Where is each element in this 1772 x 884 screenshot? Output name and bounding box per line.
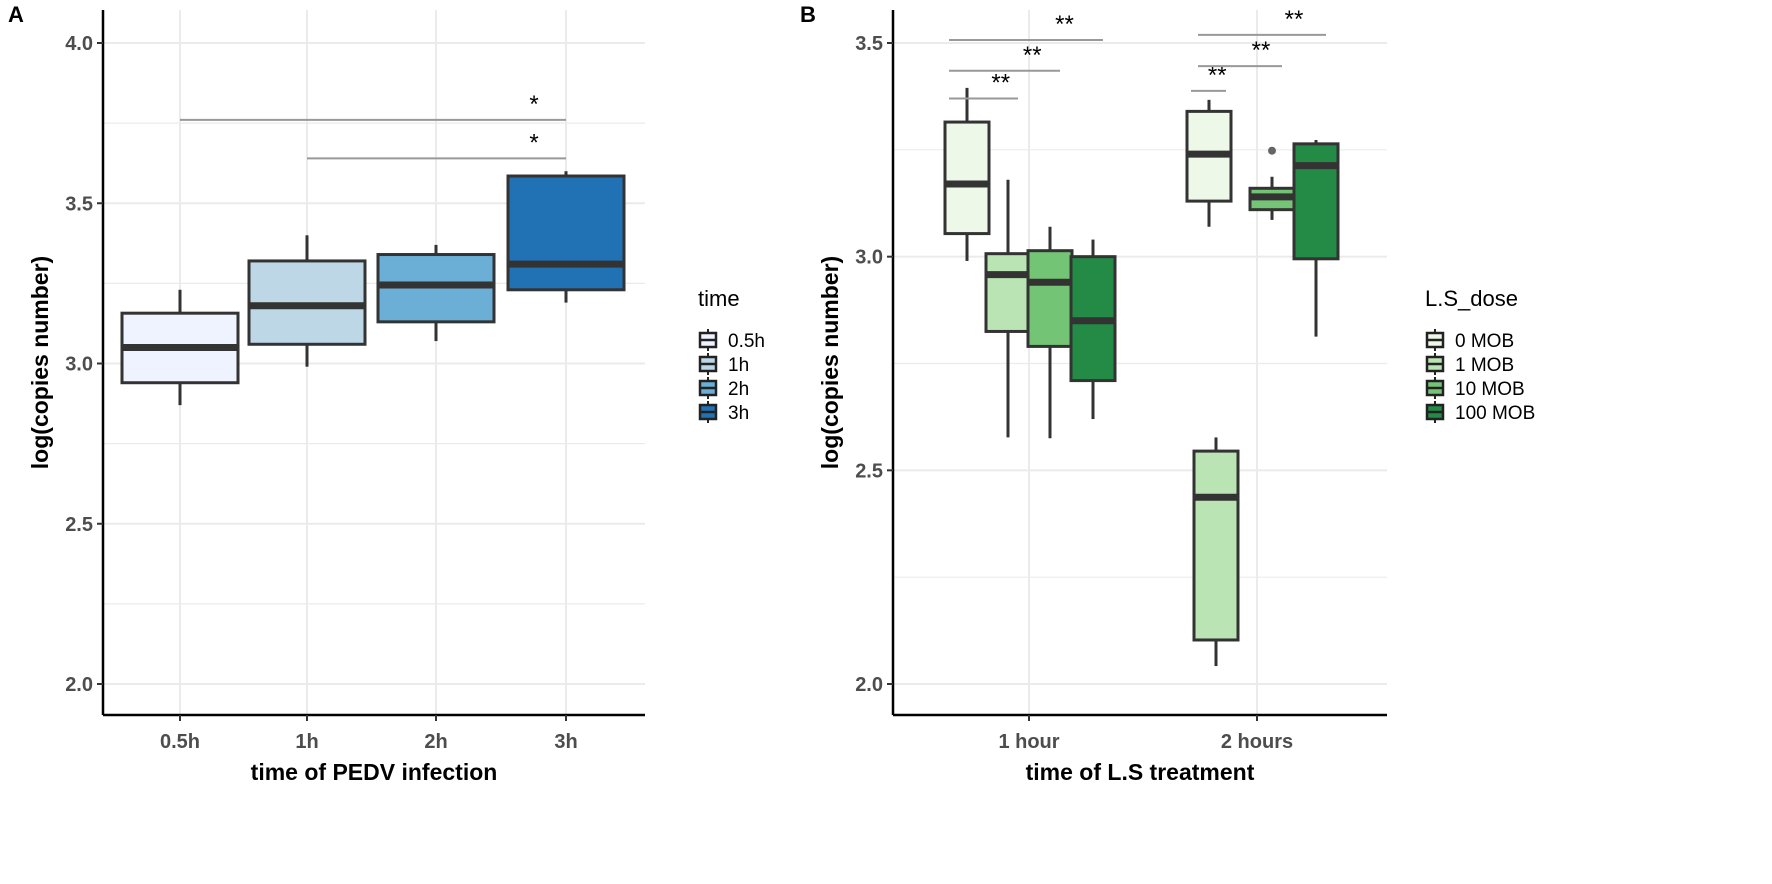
box-2-hours-1-MOB — [1192, 437, 1240, 667]
box-3h-3h — [506, 171, 626, 303]
box-iqr — [1292, 142, 1340, 261]
box-iqr — [506, 174, 626, 292]
legend-entry: 3h — [728, 403, 749, 424]
x-axis-title: time of PEDV infection — [251, 759, 498, 785]
box-iqr — [1026, 249, 1074, 348]
significance-label: * — [529, 129, 538, 156]
significance-label: ** — [1208, 62, 1227, 89]
legend-entry: 100 MOB — [1455, 403, 1535, 424]
outlier-point — [1268, 146, 1276, 155]
y-tick-label: 4.0 — [65, 33, 93, 55]
y-tick-label: 3.0 — [855, 247, 883, 269]
box-1-hour-100-MOB — [1069, 239, 1117, 420]
box-iqr — [943, 120, 991, 236]
box-iqr — [1192, 449, 1240, 642]
box-2-hours-100-MOB — [1292, 140, 1340, 337]
x-tick-label: 3h — [554, 731, 577, 753]
x-tick-label: 1h — [295, 731, 318, 753]
legend-title: time — [698, 286, 740, 311]
legend: L.S_dose 0 MOB 1 MOB 10 MOB 100 MOB — [1425, 286, 1535, 424]
box-0.5h-0.5h — [120, 289, 240, 406]
y-tick-label: 2.5 — [855, 460, 883, 482]
panel-b: 2.0 2.5 3.0 3.5 1 hour 2 hours time of L.S tre… — [800, 2, 1535, 785]
box-iqr — [984, 252, 1032, 333]
significance-label: ** — [991, 70, 1010, 97]
panel-a: 2.0 2.5 3.0 3.5 4.0 0.5h 1h 2h 3h time of PEDV in… — [8, 2, 765, 785]
panel-label: A — [8, 2, 24, 27]
y-tick-label: 2.0 — [855, 674, 883, 696]
significance-label: ** — [1055, 11, 1074, 38]
legend-entry: 10 MOB — [1455, 379, 1525, 400]
panel-label: B — [800, 2, 816, 27]
y-tick-label: 3.5 — [65, 193, 93, 215]
legend: time 0.5h 1h 2h 3h — [698, 286, 765, 424]
legend-entry: 1 MOB — [1455, 355, 1514, 376]
x-tick-label: 0.5h — [160, 731, 200, 753]
legend-entry: 0.5h — [728, 331, 765, 352]
box-1-hour-10-MOB — [1026, 226, 1074, 439]
significance-label: ** — [1252, 37, 1271, 64]
legend-entry: 0 MOB — [1455, 331, 1514, 352]
x-tick-label: 2 hours — [1221, 731, 1293, 753]
significance-label: * — [529, 91, 538, 118]
y-tick-label: 2.5 — [65, 514, 93, 536]
x-axis-title: time of L.S treatment — [1026, 759, 1255, 785]
box-1-hour-1-MOB — [984, 179, 1032, 438]
significance-label: ** — [1285, 6, 1304, 33]
box-2-hours-0-MOB — [1185, 99, 1233, 227]
box-1-hour-0-MOB — [943, 87, 991, 261]
x-tick-label: 2h — [424, 731, 447, 753]
legend-title: L.S_dose — [1425, 286, 1518, 311]
box-1h-1h — [247, 235, 367, 367]
y-axis-title: log(copies number) — [817, 256, 843, 469]
legend-entry: 2h — [728, 379, 749, 400]
x-tick-label: 1 hour — [998, 731, 1059, 753]
legend-entry: 1h — [728, 355, 749, 376]
y-tick-label: 3.0 — [65, 354, 93, 376]
significance-label: ** — [1023, 42, 1042, 69]
box-2h-2h — [376, 244, 496, 342]
y-axis-title: log(copies number) — [27, 256, 53, 469]
box-2-hours-10-MOB — [1248, 146, 1296, 220]
y-tick-label: 2.0 — [65, 674, 93, 696]
y-tick-label: 3.5 — [855, 33, 883, 55]
